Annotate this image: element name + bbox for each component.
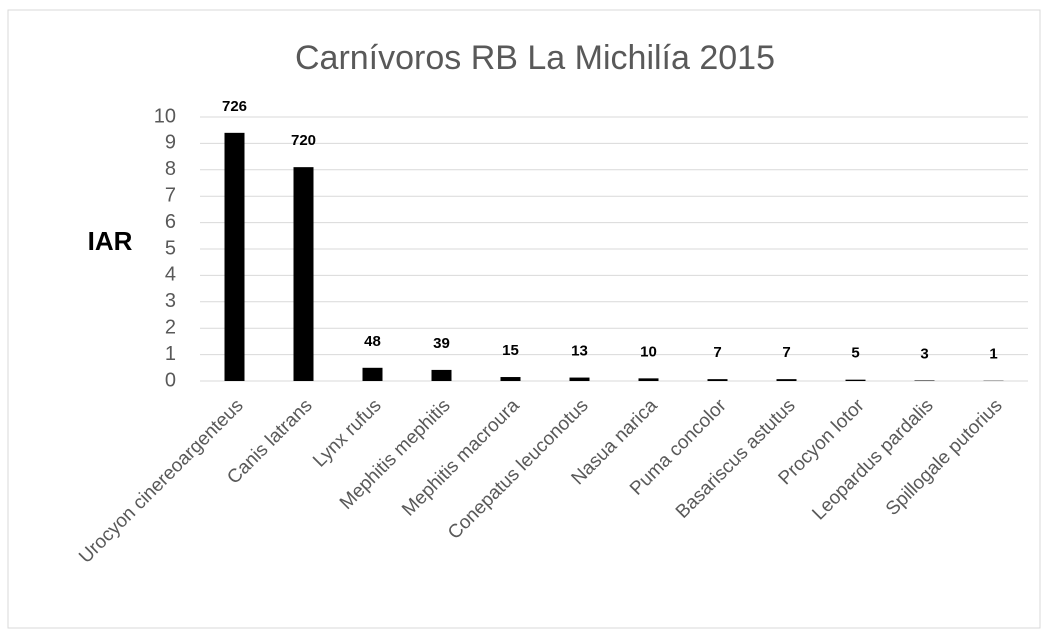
data-label: 7 xyxy=(713,344,721,361)
data-label: 48 xyxy=(364,333,381,350)
y-tick-label: 0 xyxy=(165,369,176,391)
y-tick-label: 8 xyxy=(165,158,176,180)
data-label: 1 xyxy=(989,346,997,363)
bar xyxy=(363,368,383,381)
bar xyxy=(639,378,659,381)
y-tick-label: 10 xyxy=(154,105,176,127)
y-tick-label: 6 xyxy=(165,211,176,233)
data-label: 3 xyxy=(920,345,928,362)
y-tick-label: 1 xyxy=(165,343,176,365)
chart-border xyxy=(8,10,1040,628)
chart-title: Carnívoros RB La Michilía 2015 xyxy=(295,39,775,77)
data-label: 5 xyxy=(851,345,859,362)
y-tick-label: 4 xyxy=(165,264,176,286)
bar xyxy=(225,133,245,381)
data-label: 726 xyxy=(222,98,247,115)
data-label: 39 xyxy=(433,335,450,352)
y-tick-label: 7 xyxy=(165,184,176,206)
data-label: 13 xyxy=(571,343,588,360)
bar xyxy=(777,379,797,381)
bar xyxy=(708,379,728,381)
bar xyxy=(501,377,521,381)
data-label: 10 xyxy=(640,343,657,360)
y-axis-label: IAR xyxy=(88,226,133,256)
data-label: 7 xyxy=(782,344,790,361)
data-label: 720 xyxy=(291,132,316,149)
y-tick-label: 3 xyxy=(165,290,176,312)
y-tick-label: 2 xyxy=(165,316,176,338)
bar xyxy=(294,167,314,381)
bar xyxy=(570,378,590,381)
bar xyxy=(846,380,866,381)
bar xyxy=(915,380,935,381)
y-tick-label: 9 xyxy=(165,132,176,154)
y-tick-label: 5 xyxy=(165,237,176,259)
data-label: 15 xyxy=(502,342,519,359)
bar xyxy=(432,370,452,381)
